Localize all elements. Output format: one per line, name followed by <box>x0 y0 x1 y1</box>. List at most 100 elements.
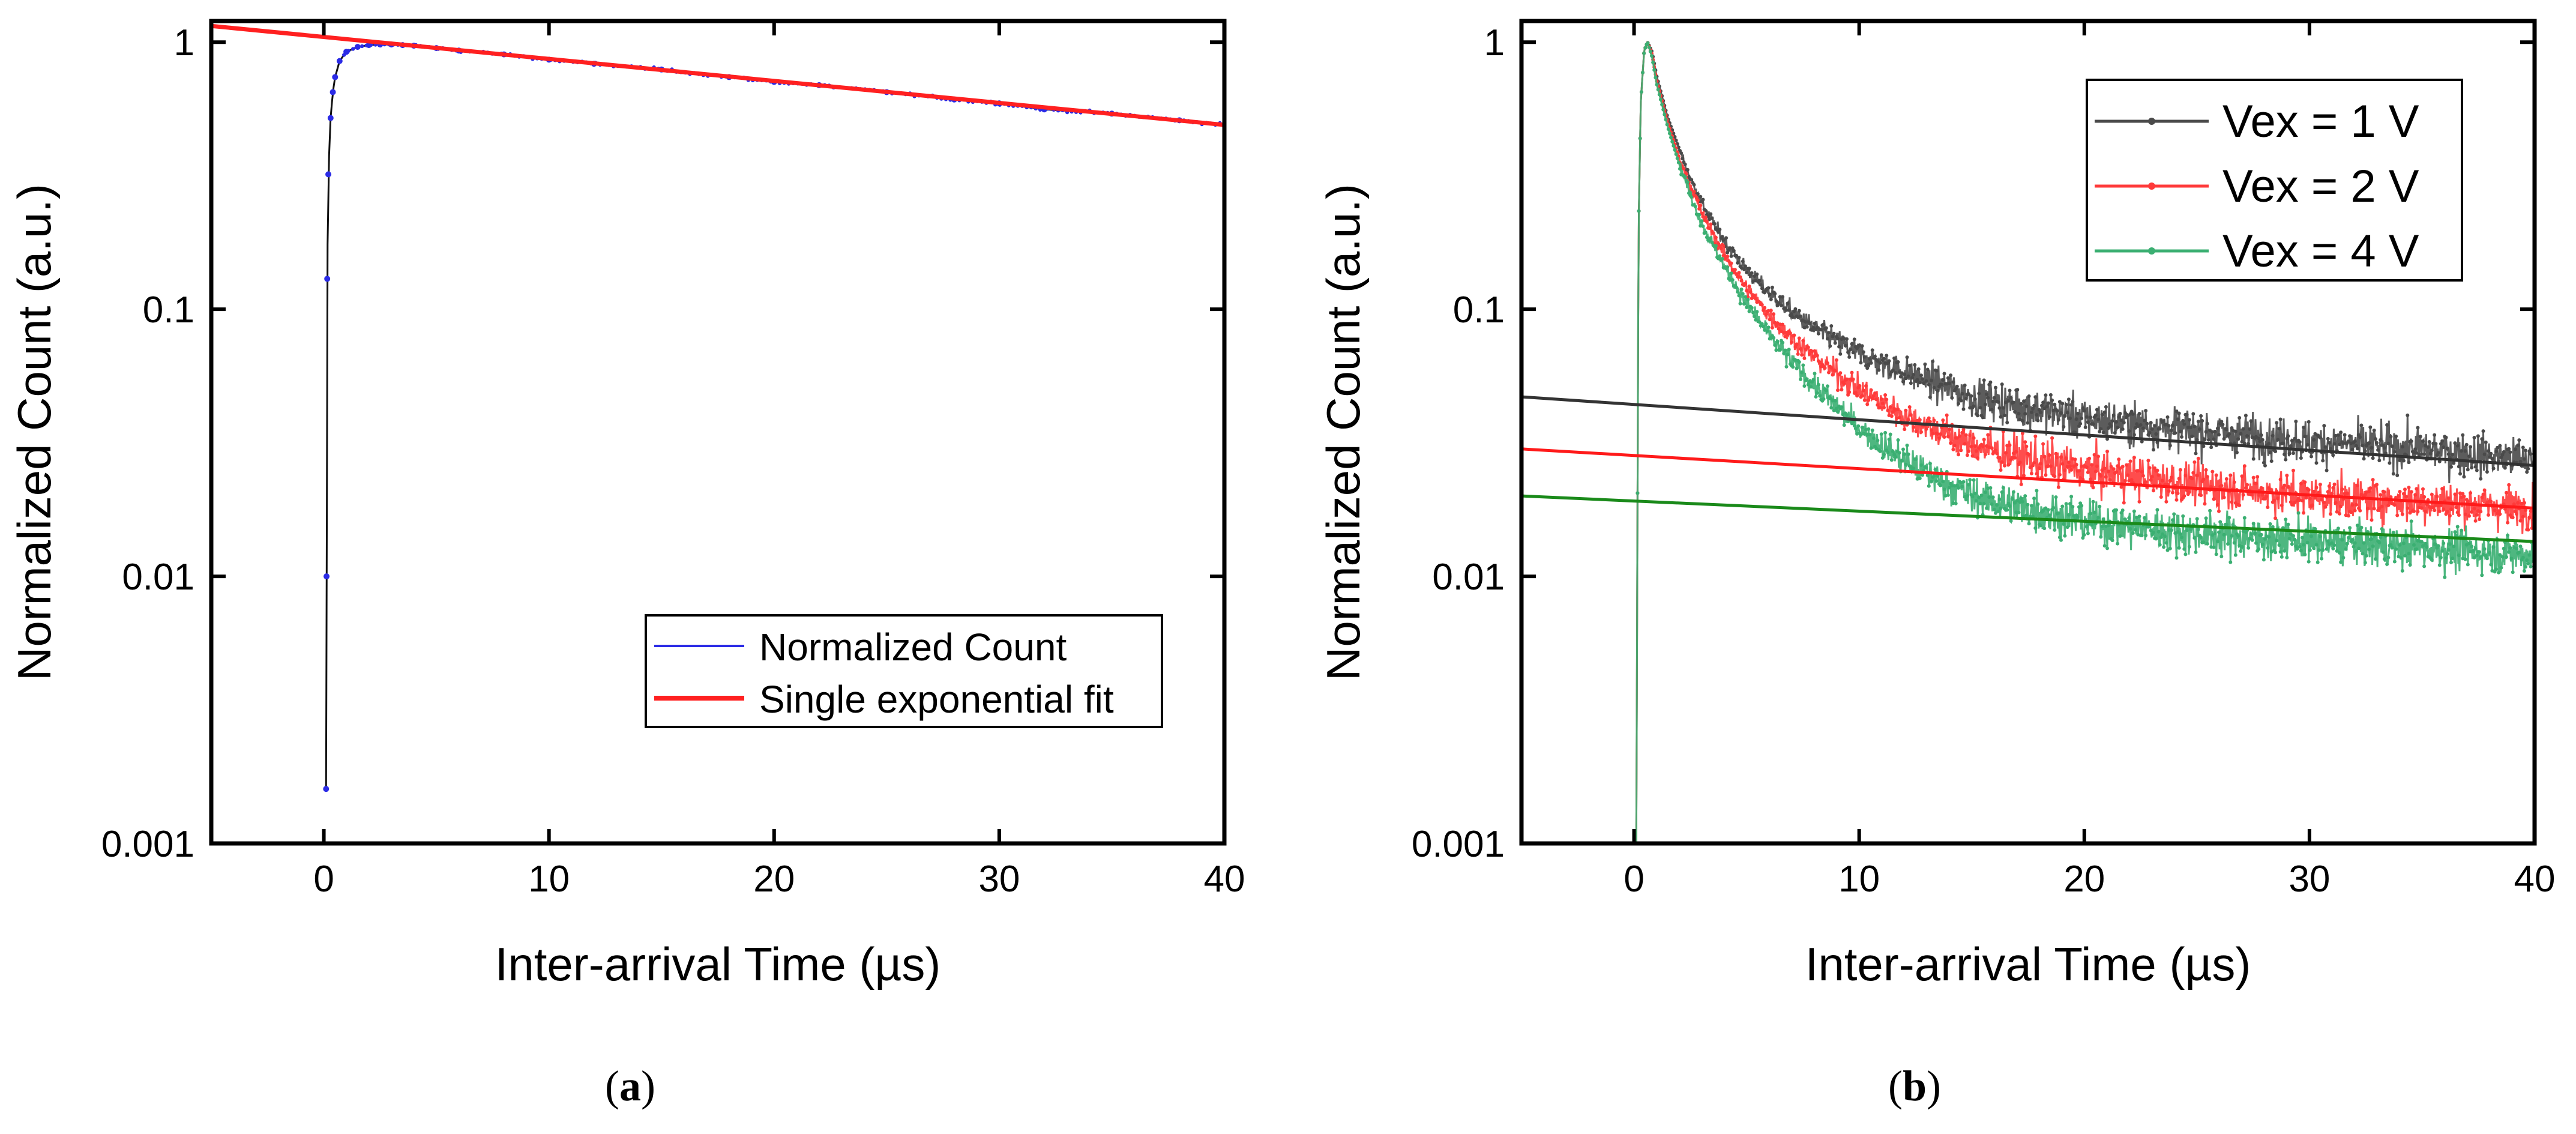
series-vex-2-v-point <box>2498 512 2502 516</box>
series-vex-4-v-point <box>1787 348 1791 352</box>
series-vex-1-v-point <box>2249 419 2253 423</box>
series-vex-1-v-point <box>2419 452 2424 456</box>
series-vex-1-v-point <box>2390 444 2394 448</box>
series-vex-1-v-point <box>2442 445 2446 449</box>
series-vex-4-v-point <box>1932 474 1936 478</box>
series-vex-4-v-point <box>1801 363 1805 367</box>
series-vex-1-v-point <box>2370 445 2374 450</box>
series-vex-2-v-point <box>1972 436 1976 440</box>
series-vex-1-v-point <box>1712 222 1717 226</box>
series-vex-1-v-point <box>2452 461 2456 465</box>
series-vex-4-v-point <box>2398 543 2402 547</box>
series-vex-2-v-point <box>1982 438 1986 442</box>
panel-a-x-axis-label: Inter-arrival Time (µs) <box>495 938 941 991</box>
series-vex-1-v-point <box>2525 470 2529 474</box>
series-vex-4-v-point <box>2174 556 2179 560</box>
series-vex-1-v-point <box>2358 435 2362 439</box>
series-vex-2-v-point <box>2259 486 2263 490</box>
series-vex-4-v-point <box>1990 502 1994 506</box>
series-vex-4-v-point <box>1720 257 1724 261</box>
series-vex-1-v-point <box>2268 450 2272 454</box>
series-vex-4-v-point <box>1891 450 1895 454</box>
series-vex-4-v-point <box>2283 549 2287 553</box>
series-vex-2-v-point <box>2232 480 2236 484</box>
series-vex-2-v-point <box>2144 480 2148 484</box>
series-vex-2-v-point <box>2029 471 2033 475</box>
series-vex-2-v-point <box>2339 504 2343 508</box>
series-vex-1-v-point <box>1828 344 1832 348</box>
series-vex-2-v-point <box>2489 499 2493 504</box>
series-vex-4-v-point <box>2275 538 2279 543</box>
series-vex-1-v-point <box>2260 438 2265 442</box>
series-vex-4-v-point <box>2114 508 2118 512</box>
series-vex-1-v-point <box>2259 433 2263 437</box>
panel-a-y-tick-label: 0.001 <box>101 824 194 865</box>
series-vex-2-v-point <box>1896 407 1900 411</box>
series-vex-4-v-point <box>2053 528 2057 532</box>
series-vex-4-v-point <box>2460 528 2464 532</box>
series-vex-2-v-point <box>2327 484 2331 488</box>
series-vex-2-v-point <box>2278 477 2283 481</box>
series-vex-2-v-point <box>2191 471 2195 475</box>
series-vex-4-v-point <box>2355 523 2359 528</box>
series-vex-4-v-point <box>2508 546 2512 550</box>
series-vex-4-v-point <box>1670 140 1675 143</box>
series-vex-1-v-point <box>2143 418 2146 423</box>
series-vex-1-v-point <box>1878 361 1882 365</box>
series-vex-2-v-point <box>1995 451 1999 456</box>
series-vex-4-v-point <box>2500 555 2505 559</box>
series-vex-2-v-point <box>2403 487 2407 492</box>
series-vex-1-v-point <box>2524 448 2527 453</box>
series-vex-4-v-point <box>1753 315 1756 318</box>
series-vex-2-v-point <box>1708 226 1712 231</box>
series-vex-4-v-point <box>2263 537 2267 541</box>
series-vex-1-v-point <box>1790 312 1793 316</box>
series-vex-1-v-point <box>2385 423 2389 427</box>
series-vex-1-v-point <box>1905 355 1909 360</box>
series-vex-1-v-point <box>2233 429 2237 433</box>
series-vex-1-v-point <box>2000 382 2004 387</box>
series-vex-1-v-point <box>1969 394 1973 398</box>
series-vex-4-v-point <box>2289 532 2293 536</box>
panel-b-axes-frame <box>1519 19 2537 846</box>
series-vex-4-v-point <box>1879 432 1883 436</box>
series-vex-2-v-point <box>1942 435 1946 439</box>
series-vex-2-v-point <box>2435 495 2439 499</box>
series-vex-4-v-point <box>2017 510 2021 514</box>
series-vex-2-v-point <box>1924 427 1928 431</box>
series-vex-4-v-point <box>1708 239 1712 243</box>
panel-a-x-tick-label: 30 <box>978 858 1020 900</box>
series-vex-4-v-point <box>1886 450 1890 454</box>
series-vex-1-v-point <box>1996 400 2000 404</box>
series-vex-1-v-point <box>2009 396 2013 400</box>
series-vex-2-v-point <box>2119 485 2123 489</box>
series-vex-1-v-point <box>2329 447 2332 451</box>
series-vex-2-v-point <box>1864 384 1868 388</box>
series-vex-2-v-point <box>2440 487 2445 491</box>
series-vex-2-v-point <box>1726 255 1730 259</box>
series-vex-1-v-point <box>2277 427 2281 430</box>
series-vex-1-v-point <box>1827 331 1831 335</box>
series-vex-4-v-point <box>2359 525 2364 529</box>
series-vex-2-v-point <box>1823 366 1827 370</box>
series-vex-2-v-point <box>2338 511 2341 516</box>
series-vex-1-v-point <box>1981 415 1985 420</box>
series-vex-4-v-point <box>2296 511 2301 515</box>
series-vex-2-v-point <box>2453 492 2457 496</box>
series-vex-4-v-point <box>2062 522 2066 526</box>
series-vex-2-v-point <box>2050 436 2054 440</box>
series-vex-2-v-point <box>1797 336 1801 340</box>
series-vex-1-v-point <box>1978 406 1982 410</box>
series-vex-1-v-point <box>2055 409 2059 413</box>
series-vex-4-v-point <box>1730 278 1735 282</box>
series-vex-4-v-point <box>2480 573 2484 578</box>
series-vex-4-v-point <box>2257 547 2261 551</box>
series-vex-1-v-point <box>1742 267 1746 271</box>
series-vex-2-v-point <box>2091 486 2095 490</box>
series-vex-1-v-point <box>2237 416 2242 420</box>
series-vex-2-v-point <box>1790 340 1793 345</box>
series-vex-2-v-point <box>2008 443 2012 447</box>
series-vex-4-v-point <box>1870 428 1874 432</box>
series-vex-4-v-point <box>1957 486 1960 490</box>
series-vex-2-v-point <box>2480 495 2484 499</box>
